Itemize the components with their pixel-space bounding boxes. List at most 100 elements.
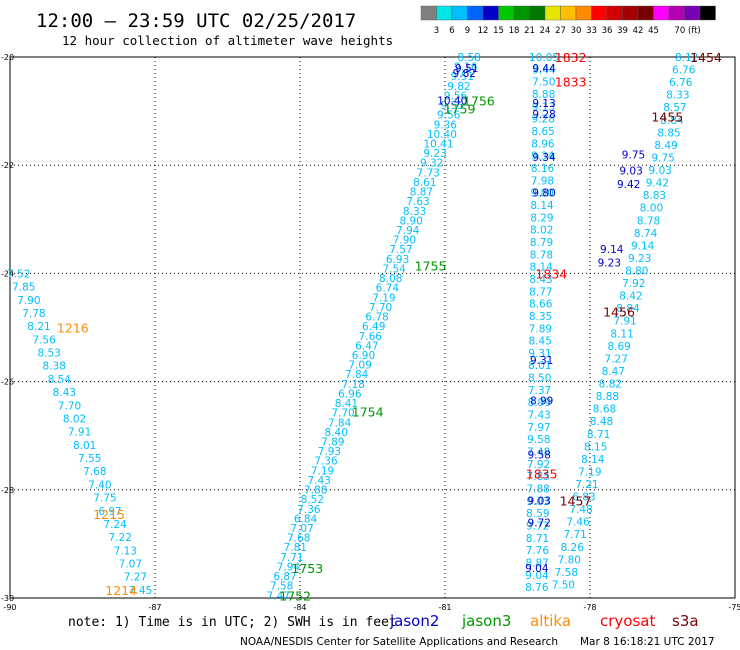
wave-height-value: 9.03 bbox=[526, 496, 549, 508]
wave-height-value: 8.85 bbox=[657, 127, 680, 139]
time-label-cryosat: 1833 bbox=[555, 74, 587, 89]
wave-height-value: 7.97 bbox=[527, 422, 550, 434]
wave-height-value: 7.94 bbox=[277, 561, 301, 573]
wave-height-value: 8.02 bbox=[63, 413, 86, 425]
wave-height-value: 7.88 bbox=[304, 485, 327, 497]
color-swatch bbox=[498, 5, 515, 21]
wave-height-value: 7.66 bbox=[359, 331, 383, 343]
satellite-legend: jason2 jason3 altika cryosat s3a bbox=[389, 612, 699, 630]
wave-height-value: 8.52 bbox=[301, 494, 324, 506]
y-tick-label: -22 bbox=[1, 161, 14, 170]
wave-height-value: 10.40 bbox=[427, 129, 457, 141]
wave-height-value: 7.43 bbox=[527, 410, 550, 422]
wave-height-value: 7.21 bbox=[575, 479, 598, 491]
x-tick-label: -75 bbox=[728, 603, 740, 612]
wave-height-value-high: 8.99 bbox=[530, 396, 553, 408]
wave-height-value: 8.49 bbox=[654, 140, 677, 152]
color-scale-label: 45 bbox=[648, 26, 659, 36]
wave-height-value: 8.78 bbox=[637, 215, 660, 227]
wave-height-value: 7.85 bbox=[12, 282, 35, 294]
wave-height-value: 9.58 bbox=[527, 434, 550, 446]
wave-height-value: 8.59 bbox=[526, 508, 549, 520]
time-label-s3a: 1457 bbox=[560, 494, 592, 509]
wave-height-value: 7.55 bbox=[78, 453, 101, 465]
color-scale-label: 6 bbox=[449, 26, 454, 36]
wave-height-value-high: 9.82 bbox=[453, 68, 476, 80]
footer-note: note: 1) Time is in UTC; 2) SWH is in fe… bbox=[68, 615, 397, 630]
wave-height-value: 7.70 bbox=[331, 408, 354, 420]
color-swatch bbox=[420, 5, 437, 21]
wave-height-value: 9.28 bbox=[532, 114, 555, 126]
wave-height-value: 7.27 bbox=[605, 353, 628, 365]
x-tick-label: -78 bbox=[583, 603, 596, 612]
wave-height-value: 8.57 bbox=[663, 102, 686, 114]
wave-height-value: 6.96 bbox=[338, 388, 362, 400]
wave-height-value: 7.90 bbox=[393, 235, 416, 247]
wave-height-value: 7.90 bbox=[17, 295, 40, 307]
time-label-cryosat: 1835 bbox=[526, 467, 558, 482]
wave-height-value: 7.91 bbox=[68, 427, 91, 439]
wave-height-value: 8.42 bbox=[619, 291, 642, 303]
y-tick-label: -20 bbox=[1, 53, 14, 62]
color-swatch bbox=[684, 5, 701, 21]
wave-height-value: 7.46 bbox=[566, 517, 590, 529]
wave-height-value: 9.23 bbox=[628, 253, 651, 265]
wave-height-value: 8.14 bbox=[581, 454, 605, 466]
wave-height-value: 9.75 bbox=[651, 152, 674, 164]
wave-height-value: 8.68 bbox=[593, 404, 616, 416]
wave-height-value-high: 10.40 bbox=[437, 95, 467, 107]
wave-height-value: 7.68 bbox=[83, 466, 106, 478]
wave-height-value: 7.89 bbox=[529, 323, 552, 335]
time-label-jason3: 1753 bbox=[291, 561, 323, 576]
wave-height-value: 8.88 bbox=[596, 391, 619, 403]
wave-height-value: 9.04 bbox=[525, 570, 549, 582]
track-altika: 7.52 7.857.907.788.217.56 8.538.388.548.43… bbox=[7, 268, 152, 596]
wave-height-value: 9.13 bbox=[532, 101, 555, 113]
wave-height-value: 8.84 bbox=[616, 303, 640, 315]
wave-height-value: 8.45 bbox=[529, 336, 552, 348]
wave-height-value: 7.58 bbox=[270, 581, 293, 593]
wave-height-value: 8.53 bbox=[37, 348, 60, 360]
wave-height-value: 7.13 bbox=[114, 545, 137, 557]
wave-height-value: 7.36 bbox=[297, 504, 321, 516]
time-label-jason3: 1756 bbox=[463, 93, 495, 108]
wave-height-value: 7.94 bbox=[396, 225, 420, 237]
wave-height-value: 6.74 bbox=[376, 283, 400, 295]
wave-height-value: 8.21 bbox=[27, 321, 50, 333]
wave-height-value: 7.48 bbox=[527, 447, 550, 459]
wave-height-value-high: 9.44 bbox=[532, 63, 556, 75]
wave-height-value: 7.73 bbox=[417, 167, 440, 179]
wave-height-value: 9.03 bbox=[649, 165, 672, 177]
color-scale-label: 3 bbox=[434, 26, 439, 36]
wave-height-value-high: 9.03 bbox=[619, 166, 642, 178]
wave-height-value: 8.71 bbox=[526, 533, 549, 545]
color-swatch bbox=[699, 5, 716, 21]
wave-height-value: 7.81 bbox=[284, 542, 307, 554]
wave-height-value: 8.87 bbox=[525, 558, 548, 570]
color-swatch bbox=[513, 5, 530, 21]
wave-height-value: 7.57 bbox=[389, 244, 412, 256]
wave-height-value-high: 9.72 bbox=[528, 517, 551, 529]
color-swatch bbox=[668, 5, 685, 21]
wave-height-value: 9.44 bbox=[532, 64, 556, 76]
wave-height-value: 8.01 bbox=[73, 440, 96, 452]
wave-height-value: 7.54 bbox=[382, 263, 406, 275]
wave-height-value: 8.02 bbox=[530, 225, 553, 237]
color-scale-legend: 3 6 9 12 15 18 21 24 27 30 33 36 39 42 45 70 (ft) bbox=[420, 5, 716, 36]
legend-s3a: s3a bbox=[672, 612, 699, 630]
plot-frame bbox=[9, 56, 736, 599]
color-swatch bbox=[467, 5, 484, 21]
wave-height-value: 7.78 bbox=[22, 308, 45, 320]
time-label-s3a: 1454 bbox=[690, 50, 722, 65]
wave-height-value-high: 9.03 bbox=[528, 496, 551, 508]
wave-height-value: 8.01 bbox=[528, 360, 551, 372]
color-scale-label: 36 bbox=[602, 26, 613, 36]
wave-height-value: 8.99 bbox=[528, 397, 551, 409]
wave-height-value: 7.43 bbox=[307, 475, 330, 487]
wave-height-value: 7.93 bbox=[318, 446, 341, 458]
wave-height-value-high: 9.31 bbox=[530, 355, 553, 367]
time-label-jason3: 1755 bbox=[415, 258, 447, 273]
wave-height-value: 7.92 bbox=[622, 278, 645, 290]
wave-height-value: 6.97 bbox=[98, 506, 121, 518]
